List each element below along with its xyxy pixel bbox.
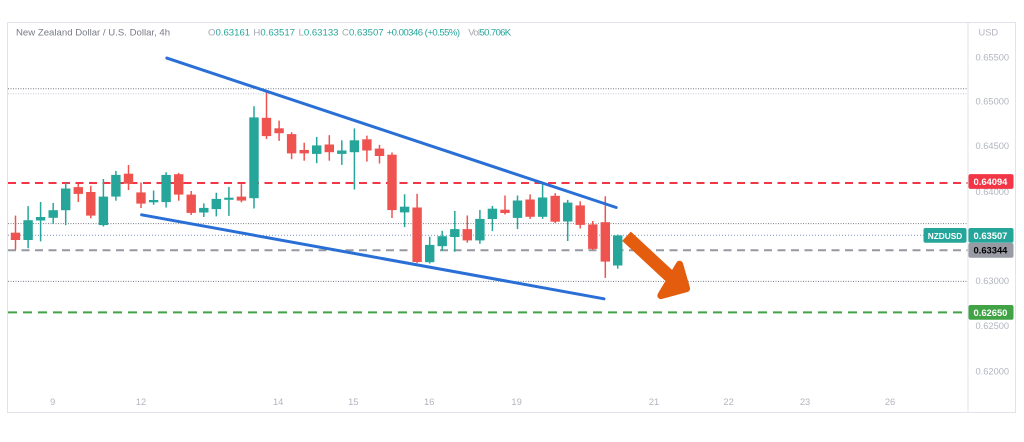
svg-text:0.63344: 0.63344 — [974, 245, 1009, 256]
svg-text:21: 21 — [649, 397, 659, 407]
svg-text:16: 16 — [424, 397, 434, 407]
svg-text:USD: USD — [979, 28, 999, 38]
svg-text:O0.63161: O0.63161 — [208, 28, 250, 39]
svg-text:0.63000: 0.63000 — [976, 276, 1010, 286]
svg-text:0.62500: 0.62500 — [976, 321, 1010, 331]
svg-text:0.65500: 0.65500 — [976, 53, 1010, 63]
svg-text:C0.63507: C0.63507 — [342, 28, 384, 39]
svg-text:L0.63133: L0.63133 — [299, 28, 339, 39]
svg-text:12: 12 — [136, 397, 146, 407]
svg-text:19: 19 — [511, 397, 521, 407]
svg-text:22: 22 — [723, 397, 733, 407]
svg-text:0.64500: 0.64500 — [976, 141, 1010, 151]
svg-text:0.62000: 0.62000 — [976, 366, 1010, 376]
svg-text:0.64094: 0.64094 — [974, 176, 1009, 187]
svg-text:26: 26 — [885, 397, 895, 407]
svg-text:+0.00346 (+0.55%): +0.00346 (+0.55%) — [387, 28, 461, 39]
svg-text:NZDUSD: NZDUSD — [928, 231, 963, 241]
svg-text:0.63507: 0.63507 — [974, 230, 1008, 241]
svg-text:Vol50.706K: Vol50.706K — [468, 28, 512, 39]
svg-text:0.65000: 0.65000 — [976, 97, 1010, 107]
svg-text:New Zealand Dollar / U.S. Doll: New Zealand Dollar / U.S. Dollar, 4h — [16, 28, 170, 39]
svg-text:14: 14 — [273, 397, 283, 407]
svg-text:9: 9 — [50, 397, 55, 407]
svg-text:15: 15 — [348, 397, 358, 407]
svg-text:H0.63517: H0.63517 — [253, 28, 295, 39]
svg-text:0.64000: 0.64000 — [976, 187, 1010, 197]
svg-text:0.62650: 0.62650 — [974, 307, 1008, 318]
svg-text:23: 23 — [800, 397, 810, 407]
